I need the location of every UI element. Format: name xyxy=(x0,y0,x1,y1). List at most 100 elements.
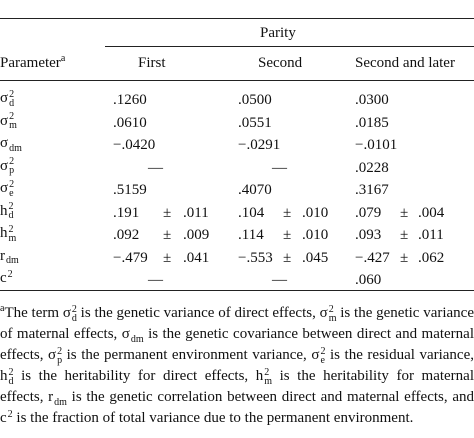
symbol-scripts: 2 xyxy=(7,268,13,288)
cell-value: −.0291 xyxy=(238,137,281,153)
footnote-text: is the genetic variance of maternal effe… xyxy=(0,305,474,342)
symbol-sup: 2 xyxy=(57,345,63,357)
plus-minus: ± xyxy=(163,204,172,221)
symbol-sup: 2 xyxy=(7,408,13,420)
cell-value: .0610 xyxy=(113,114,147,131)
cell-value: .093 xyxy=(355,227,382,243)
symbol-sub: m xyxy=(328,312,337,324)
footnote-text: is the fraction of total variance due to… xyxy=(12,410,414,426)
symbol-sub: d xyxy=(8,210,14,222)
symbol-scripts: dm xyxy=(131,326,144,344)
cell-value: −.479 xyxy=(113,249,148,266)
symbol-sub: m xyxy=(8,232,17,244)
plus-minus: ± xyxy=(283,204,292,221)
top-rule xyxy=(0,18,474,19)
symbol-base: σ xyxy=(0,157,9,174)
symbol-sup: 2 xyxy=(9,88,15,100)
column-header: First xyxy=(138,54,166,72)
cell-se: .011 xyxy=(183,204,209,221)
symbol-sub: dm xyxy=(130,333,144,345)
symbol-sub: e xyxy=(9,187,14,199)
symbol-sup: 2 xyxy=(71,303,77,315)
cell-value: .191 xyxy=(113,204,140,221)
cell-value: — xyxy=(272,159,287,176)
cell-value: −.553 xyxy=(238,249,273,266)
symbol-base: c xyxy=(0,410,7,426)
symbol-scripts: 2 xyxy=(7,408,13,428)
cell-se: .062 xyxy=(418,249,445,266)
cell-value: .0228 xyxy=(355,159,389,176)
cell-se: .010 xyxy=(302,227,329,243)
symbol-base: σ xyxy=(0,135,9,151)
column-header: Parametera xyxy=(0,54,65,72)
cell-value: .3167 xyxy=(355,182,389,198)
symbol-sup: 2 xyxy=(8,223,14,235)
cell-se: .045 xyxy=(302,249,329,266)
symbol-sub: d xyxy=(71,312,77,324)
symbol-sub xyxy=(8,419,13,428)
symbol-base: σ xyxy=(0,90,9,106)
cell-value: — xyxy=(148,159,163,176)
cell-value: .0551 xyxy=(238,114,272,131)
symbol-sub: p xyxy=(57,354,63,366)
symbol-base: c xyxy=(0,270,7,286)
cell-value: .079 xyxy=(355,204,382,221)
symbol-base: σ xyxy=(121,326,130,342)
footnote-text: is the residual variance, xyxy=(325,347,474,363)
symbol-sub: dm xyxy=(9,142,22,154)
symbol-sup: 2 xyxy=(8,366,14,378)
symbol-base: σ xyxy=(48,347,57,363)
symbol-scripts: dm xyxy=(9,135,22,153)
column-header-text: Second and later xyxy=(355,55,455,71)
cell-value: .104 xyxy=(238,204,265,221)
symbol-base: r xyxy=(48,389,54,405)
plus-minus: ± xyxy=(400,204,409,221)
symbol-base: r xyxy=(0,247,5,264)
symbol-sup: 2 xyxy=(8,201,14,213)
row-parameter: r dm xyxy=(0,247,19,266)
symbol: σ dm xyxy=(122,324,144,345)
cell-value: −.0101 xyxy=(355,137,398,153)
symbol-sub: e xyxy=(320,354,325,366)
symbol-sup: 2 xyxy=(9,156,15,168)
symbol-sub: m xyxy=(9,120,17,132)
cell-se: .010 xyxy=(302,204,329,221)
symbol-base: σ xyxy=(62,305,71,321)
symbol-sub: p xyxy=(9,165,15,177)
plus-minus: ± xyxy=(400,227,409,243)
column-header: Second and later xyxy=(355,54,455,72)
symbol-base: σ xyxy=(0,112,9,129)
symbol-sub: d xyxy=(8,375,14,387)
cell-value: −.0420 xyxy=(113,137,156,153)
footnote-text: is the heritability for direct effects, xyxy=(13,368,256,384)
footnote-text: is the genetic covariance between direct… xyxy=(0,326,474,363)
cell-se: .041 xyxy=(183,249,210,266)
symbol-base: h xyxy=(255,368,264,384)
symbol-sup: 2 xyxy=(9,111,15,123)
plus-minus: ± xyxy=(283,249,292,266)
symbol-sup: 2 xyxy=(7,268,13,280)
plus-minus: ± xyxy=(163,227,172,243)
symbol: r dm xyxy=(48,387,67,408)
symbol-base: h xyxy=(0,225,8,241)
